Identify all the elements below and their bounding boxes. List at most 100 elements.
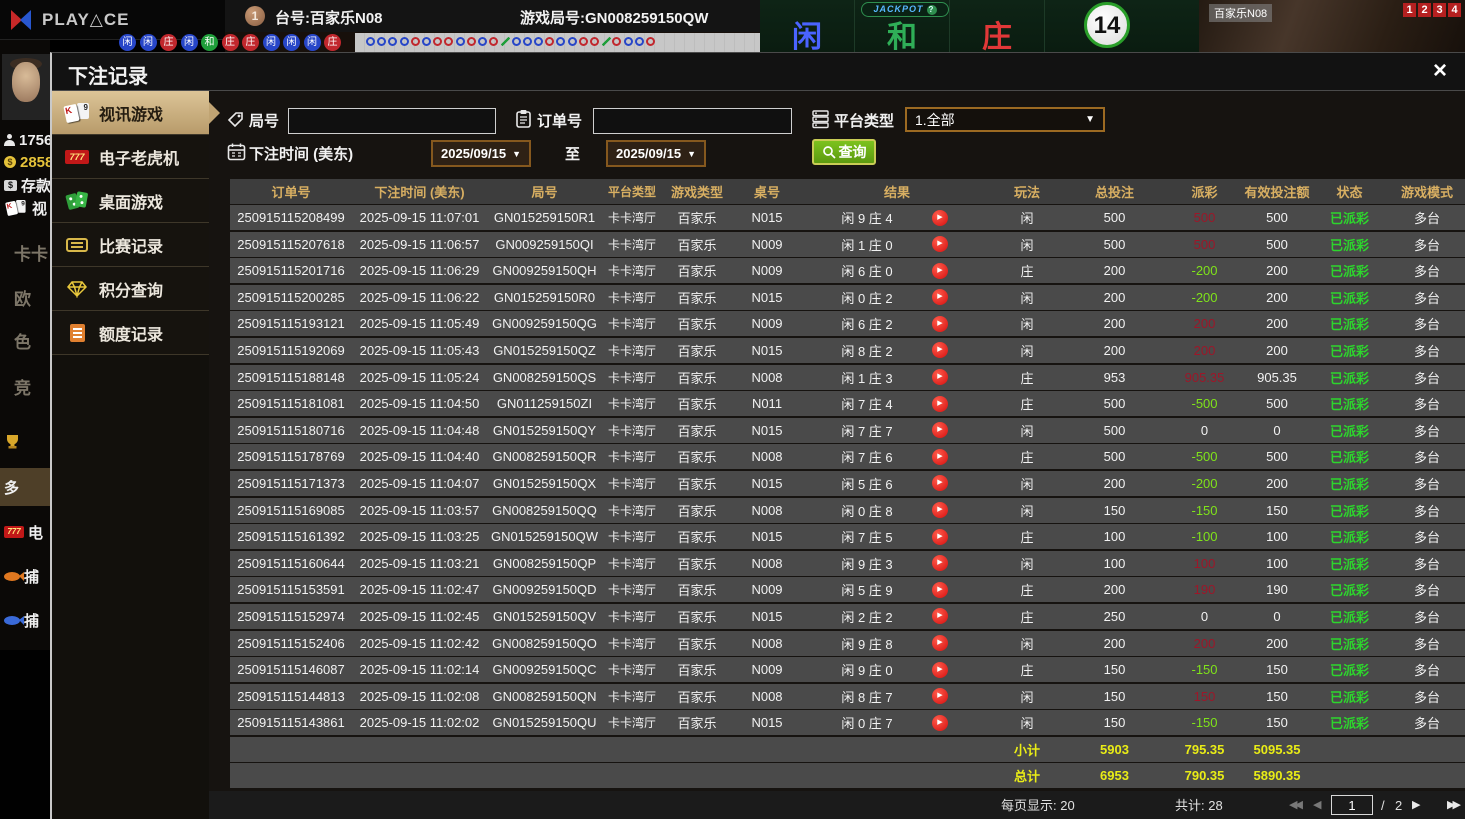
bet-zone-2[interactable]: 庄 [950,0,1045,54]
play-video-button[interactable]: ▶ [932,236,948,253]
play-video-button[interactable]: ▶ [932,475,948,492]
left-nav-item[interactable]: 欧 [0,285,50,309]
cell-game-type: 百家乐 [677,343,717,359]
play-video-button[interactable]: ▶ [932,209,948,226]
left-nav-stat[interactable]: 1756 [0,128,50,152]
result-text: 闲 7 庄 5 [841,530,893,546]
camera-number[interactable]: 3 [1433,3,1446,17]
play-video-button[interactable]: ▶ [932,581,948,598]
bet-zone-label: 闲 [792,21,822,54]
camera-number[interactable]: 4 [1448,3,1461,17]
sidebar-item[interactable]: 积分查询 [52,267,209,311]
play-video-button[interactable]: ▶ [932,608,948,625]
play-video-button[interactable]: ▶ [932,661,948,678]
play-video-button[interactable]: ▶ [932,555,948,572]
play-video-button[interactable]: ▶ [932,528,948,545]
left-nav-item[interactable]: 捕 [0,608,50,632]
cell-game-type: 百家乐 [677,556,717,572]
table-row: 250915115200285 2025-09-15 11:06:22 GN01… [230,284,1465,310]
cell-bet-type: 庄 [1020,609,1034,625]
play-video-button[interactable]: ▶ [932,262,948,279]
left-nav-stat[interactable]: $ 存款 [0,173,50,197]
play-video-button[interactable]: ▶ [932,369,948,386]
play-video-button[interactable]: ▶ [932,422,948,439]
left-strip-bottom [0,650,50,819]
cell-result: 闲 8 庄 2 ▶ [802,341,992,360]
sidebar-item[interactable]: 桌面游戏 [52,179,209,223]
table-row: 250915115208499 2025-09-15 11:07:01 GN01… [230,205,1465,230]
sidebar-item[interactable]: 比赛记录 [52,223,209,267]
first-page-button[interactable]: ◀◀ [1289,799,1303,811]
play-video-button[interactable]: ▶ [932,342,948,359]
play-video-button[interactable]: ▶ [932,315,948,332]
cell-payout: -150 [1191,662,1218,678]
jackpot-help-icon[interactable]: ? [926,5,937,15]
road-bead: 闲 [180,34,198,51]
cell-round: GN009259150QG [492,316,597,332]
calendar-icon [227,143,246,161]
play-video-button[interactable]: ▶ [932,714,948,731]
play-video-button[interactable]: ▶ [932,395,948,412]
left-nav-stat[interactable]: $2858 [0,150,50,174]
left-nav-item[interactable]: 777 电 [0,520,50,544]
left-nav-item[interactable]: 竞 [0,374,50,398]
road-bead: 闲 [262,34,280,51]
bet-zone-0[interactable]: 闲 [760,0,855,54]
cell-game-mode: 多台 [1413,317,1440,333]
sidebar-item[interactable]: 额度记录 [52,311,209,355]
search-button[interactable]: 查询 [812,139,876,165]
result-text: 闲 7 庄 4 [841,397,893,413]
cell-order: 250915115153591 [237,582,345,598]
play-video-button[interactable]: ▶ [932,502,948,519]
round-input[interactable] [288,108,496,134]
logo-text: PLAY△CE [42,9,130,29]
camera-number[interactable]: 2 [1418,3,1431,17]
sidebar-item[interactable]: 777 电子老虎机 [52,135,209,179]
table-row: 250915115192069 2025-09-15 11:05:43 GN01… [230,337,1465,363]
sidebar-item-label: 视讯游戏 [99,106,164,124]
cell-status: 已派彩 [1329,556,1369,572]
avatar[interactable] [2,54,50,120]
play-video-button[interactable]: ▶ [932,635,948,651]
camera-number[interactable]: 1 [1403,3,1416,17]
cell-time: 2025-09-15 11:02:14 [359,662,480,678]
cell-round: GN008259150QP [492,555,597,571]
road-ring-bead [534,37,543,46]
page-number-input[interactable] [1331,795,1373,815]
play-video-button[interactable]: ▶ [932,289,948,306]
cell-payout: -150 [1191,502,1218,518]
last-page-button[interactable]: ▶▶ [1447,799,1461,811]
left-nav-item[interactable]: 捕 [0,564,50,588]
cell-total-bet: 200 [1103,289,1126,305]
next-page-button[interactable]: ▶ [1412,799,1421,811]
close-icon[interactable]: × [1432,57,1447,84]
left-nav-item[interactable]: 多 [0,468,50,506]
cell-table: N011 [751,396,783,412]
cell-result: 闲 6 庄 0 ▶ [802,261,992,280]
date-from-picker[interactable]: 2025/09/15 ▼ [431,140,531,167]
order-input[interactable] [593,108,792,134]
cell-platform: 卡卡湾厅 [607,450,656,465]
cell-payout: -500 [1191,396,1218,412]
cell-time: 2025-09-15 11:07:01 [359,210,480,225]
play-video-button[interactable]: ▶ [932,688,948,705]
cell-time: 2025-09-15 11:02:47 [359,582,480,598]
cell-valid-bet: 200 [1266,263,1288,279]
cell-game-mode: 多台 [1413,609,1440,625]
play-video-button[interactable]: ▶ [932,448,948,465]
platform-select[interactable]: 1.全部 ▼ [905,107,1105,132]
left-nav-item[interactable]: 色 [0,328,50,352]
bet-zone-1[interactable]: 和 [855,0,950,54]
cell-payout: 200 [1193,316,1216,332]
date-to-picker[interactable]: 2025/09/15 ▼ [606,140,706,167]
prev-page-button[interactable]: ◀ [1313,799,1322,811]
left-nav-item[interactable] [0,430,50,454]
summary-valid-bet: 5890.35 [1253,768,1301,784]
left-nav-item[interactable]: 卡卡 [0,240,50,264]
table-row: 250915115201716 2025-09-15 11:06:29 GN00… [230,258,1465,284]
cell-total-bet: 200 [1103,342,1126,358]
